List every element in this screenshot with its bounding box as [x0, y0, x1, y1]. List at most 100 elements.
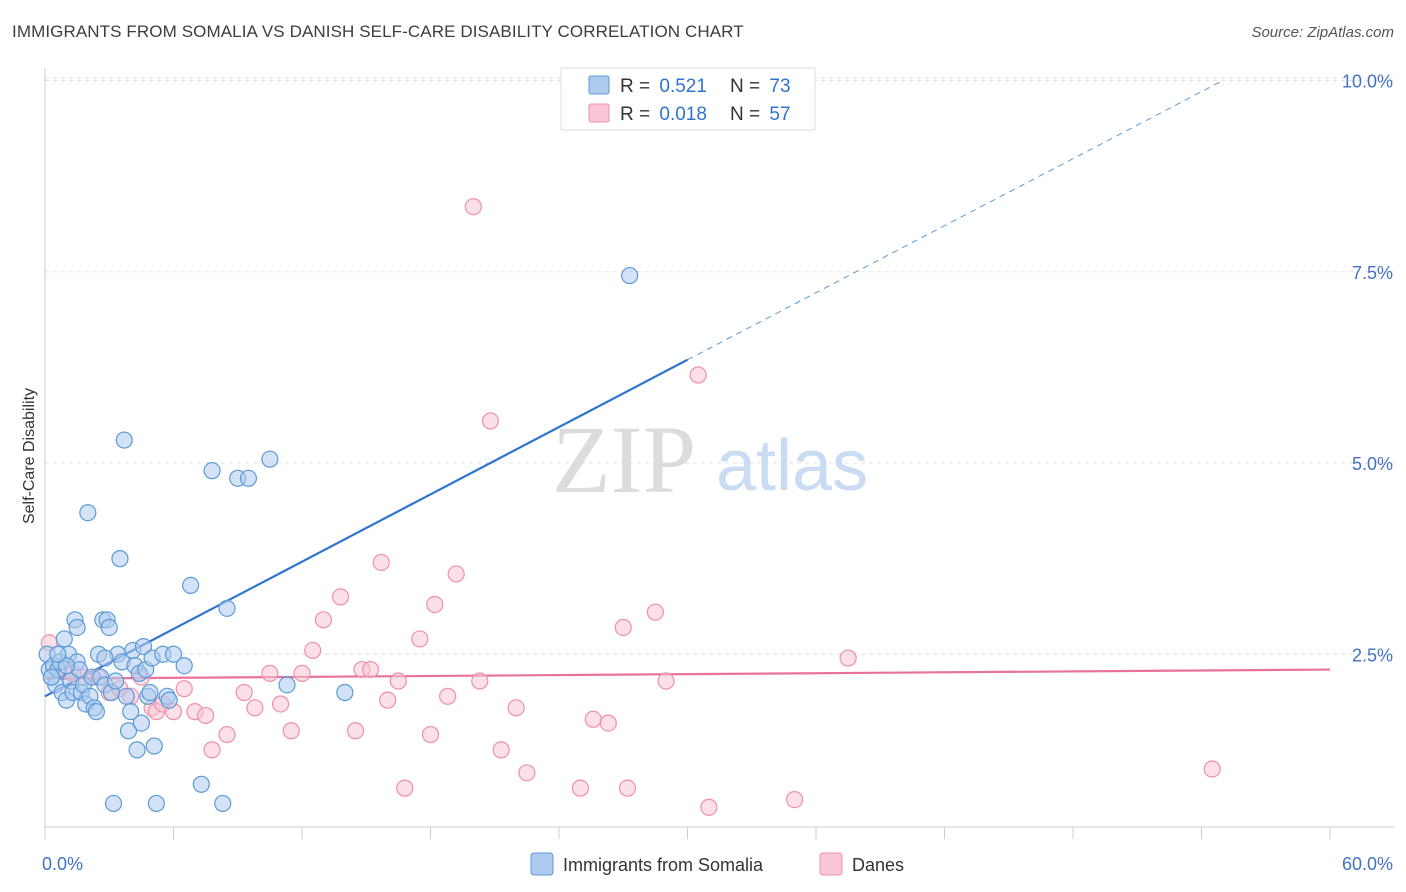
legend-n-label-somalia: N = — [730, 76, 765, 97]
x-tick-label: 0.0% — [42, 854, 83, 874]
point-danes — [246, 699, 264, 717]
point-danes — [304, 641, 322, 660]
y-axis-title: Self-Care Disability — [21, 388, 38, 524]
series-legend-item-somalia[interactable]: Immigrants from Somalia — [530, 852, 764, 876]
legend-r-value-somalia: 0.521 — [659, 76, 707, 97]
trend-layer — [44, 80, 1331, 698]
point-danes — [507, 699, 525, 717]
point-danes — [492, 741, 510, 759]
point-danes — [282, 722, 300, 740]
point-danes — [261, 664, 279, 682]
point-somalia — [68, 618, 86, 637]
point-somalia — [96, 649, 114, 667]
y-tick-label: 2.5% — [1352, 645, 1393, 665]
point-somalia — [79, 504, 97, 522]
svg-text:R = 0.521: R = 0.521 — [620, 76, 707, 97]
trend-line-somalia — [44, 358, 689, 698]
point-danes — [618, 779, 637, 797]
point-danes — [314, 611, 333, 629]
point-somalia — [57, 657, 76, 675]
point-danes — [411, 630, 429, 648]
point-somalia — [55, 630, 73, 648]
point-danes — [599, 714, 617, 732]
y-tick-label: 7.5% — [1352, 263, 1393, 283]
point-somalia — [104, 794, 123, 813]
point-somalia — [115, 431, 133, 449]
point-danes — [689, 366, 707, 384]
watermark-zip: ZIP — [552, 406, 696, 513]
point-somalia — [203, 462, 221, 480]
legend-swatch-danes — [588, 103, 610, 123]
point-danes — [571, 779, 590, 797]
legend-r-label-danes: R = — [620, 104, 655, 125]
point-somalia — [261, 450, 279, 468]
point-somalia — [160, 691, 178, 709]
point-somalia — [141, 683, 159, 702]
point-danes — [203, 741, 221, 759]
point-danes — [657, 672, 675, 690]
point-somalia — [239, 469, 258, 487]
series-legend: Immigrants from Somalia Danes — [530, 852, 904, 876]
trend-line-danes — [44, 668, 1331, 680]
point-somalia — [164, 645, 183, 663]
point-danes — [271, 695, 290, 713]
point-somalia — [182, 576, 200, 595]
trend-extension-somalia — [687, 80, 1224, 361]
point-danes — [197, 706, 215, 725]
series-label-danes: Danes — [852, 855, 904, 875]
point-somalia — [111, 550, 129, 568]
point-somalia — [175, 657, 193, 675]
legend-n-value-somalia: 73 — [769, 76, 790, 97]
point-danes — [471, 672, 489, 690]
legend-n-value-danes: 57 — [769, 104, 790, 125]
point-somalia — [218, 599, 236, 617]
point-somalia — [134, 637, 153, 656]
legend-swatch-somalia — [588, 75, 610, 95]
point-danes — [379, 691, 397, 709]
x-tick-label: 60.0% — [1342, 854, 1393, 874]
point-danes — [518, 764, 536, 782]
svg-text:N = 57: N = 57 — [730, 104, 791, 125]
chart-source: Source: ZipAtlas.com — [1251, 24, 1394, 41]
point-danes — [464, 198, 482, 216]
point-danes — [331, 588, 350, 606]
point-somalia — [122, 703, 140, 721]
point-danes — [785, 790, 804, 809]
svg-text:R = 0.018: R = 0.018 — [620, 104, 707, 125]
point-somalia — [132, 714, 150, 732]
point-danes — [421, 725, 440, 744]
series-legend-item-danes[interactable]: Danes — [819, 852, 904, 876]
point-danes — [481, 412, 500, 430]
axes-layer — [44, 68, 1394, 839]
point-somalia — [278, 676, 296, 694]
point-danes — [293, 664, 311, 682]
point-danes — [346, 722, 365, 740]
stats-legend: R = 0.521 N = 73 R = 0.018 N = 57 — [560, 67, 816, 131]
point-danes — [361, 660, 380, 679]
point-somalia — [100, 618, 118, 637]
point-somalia — [107, 672, 125, 690]
point-somalia — [87, 703, 106, 721]
point-danes — [439, 687, 457, 705]
point-somalia — [336, 683, 354, 702]
point-danes — [584, 710, 602, 728]
point-somalia — [128, 741, 146, 759]
svg-text:N = 73: N = 73 — [730, 76, 791, 97]
series-swatch-danes — [819, 852, 843, 876]
legend-r-label-somalia: R = — [620, 76, 655, 97]
legend-n-label-danes: N = — [730, 104, 765, 125]
point-danes — [396, 779, 414, 797]
point-somalia — [621, 266, 639, 285]
y-tick-label: 10.0% — [1342, 72, 1393, 92]
watermark: ZIP atlas — [552, 406, 868, 513]
point-somalia — [42, 668, 61, 686]
point-danes — [235, 683, 253, 702]
point-somalia — [117, 687, 135, 705]
watermark-atlas: atlas — [716, 426, 868, 506]
legend-r-value-danes: 0.018 — [659, 104, 707, 125]
point-somalia — [49, 645, 67, 663]
point-danes — [839, 649, 857, 667]
point-danes — [447, 565, 465, 583]
tick-labels: 2.5% 5.0% 7.5% 10.0% 0.0% 60.0% — [42, 72, 1393, 875]
